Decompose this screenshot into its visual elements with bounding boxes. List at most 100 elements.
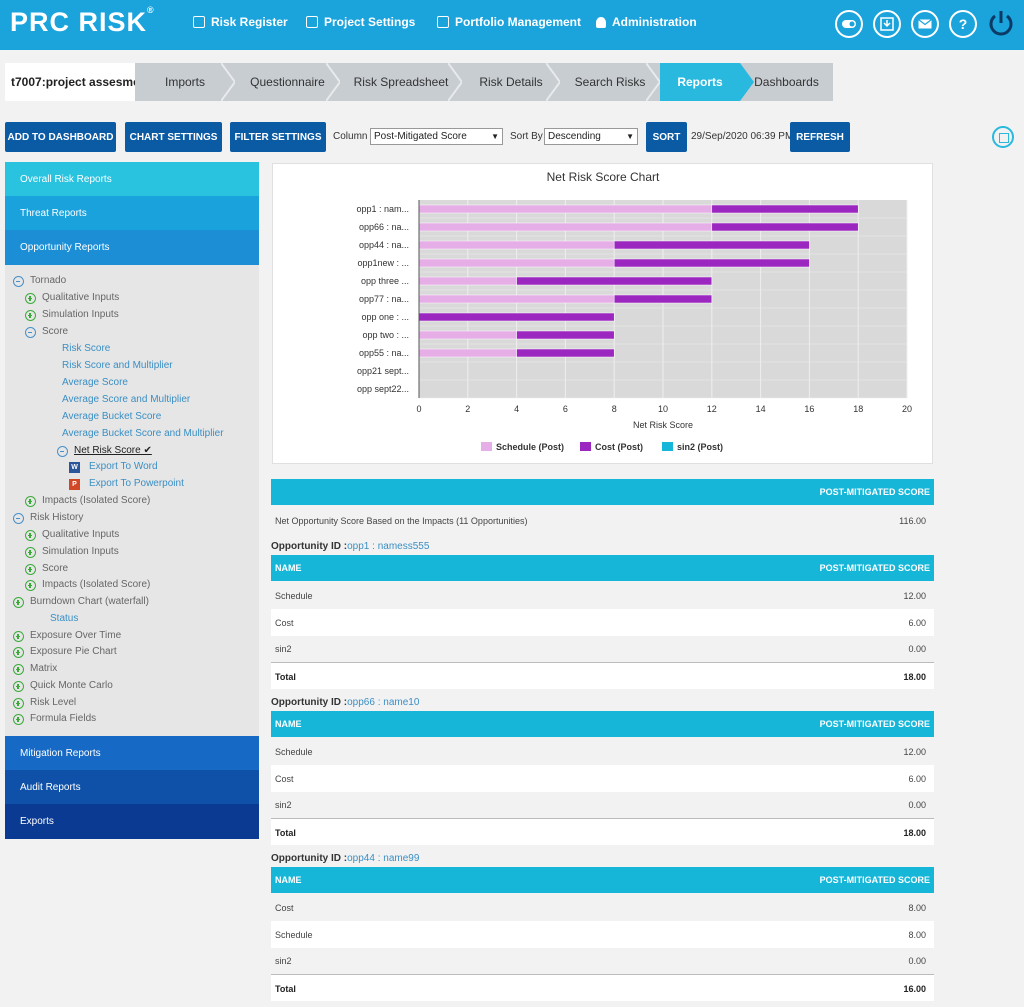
- tree-item[interactable]: Export To Word: [89, 461, 158, 472]
- expand-icon[interactable]: [25, 580, 36, 591]
- tree-item[interactable]: Impacts (Isolated Score): [42, 579, 151, 590]
- collapse-icon[interactable]: [13, 513, 24, 524]
- tree-item[interactable]: Average Bucket Score and Multiplier: [62, 428, 224, 439]
- collapse-icon[interactable]: [25, 327, 36, 338]
- tree-item[interactable]: Simulation Inputs: [42, 546, 119, 557]
- tree-item[interactable]: Burndown Chart (waterfall): [30, 596, 149, 607]
- bar-segment: [418, 294, 615, 304]
- help-icon[interactable]: ?: [949, 10, 977, 38]
- sortby-select[interactable]: Descending ▼: [544, 128, 638, 145]
- tree-item[interactable]: Qualitative Inputs: [42, 529, 120, 540]
- tree-item[interactable]: Qualitative Inputs: [42, 292, 120, 303]
- tree-item[interactable]: Export To Powerpoint: [89, 478, 184, 489]
- expand-icon[interactable]: [13, 681, 24, 692]
- tree-item[interactable]: Impacts (Isolated Score): [42, 495, 151, 506]
- nav-portfolio-management[interactable]: Portfolio Management: [437, 15, 581, 29]
- tree-item[interactable]: Risk Score: [62, 343, 111, 354]
- nav-administration[interactable]: Administration: [596, 15, 697, 29]
- expand-icon[interactable]: [25, 496, 36, 507]
- tree-item[interactable]: Risk History: [30, 512, 84, 523]
- expand-icon[interactable]: [25, 310, 36, 321]
- tree-item[interactable]: Average Score and Multiplier: [62, 394, 191, 405]
- table-row: Cost 6.00: [271, 608, 934, 636]
- mail-icon[interactable]: [911, 10, 939, 38]
- folder-icon: [437, 16, 449, 28]
- tree-item[interactable]: Tornado: [30, 275, 67, 286]
- expand-icon[interactable]: [25, 530, 36, 541]
- expand-icon[interactable]: [13, 647, 24, 658]
- collapse-icon[interactable]: [57, 446, 68, 457]
- column-select[interactable]: Post-Mitigated Score ▼: [370, 128, 503, 145]
- total-row: Total 18.00: [271, 817, 934, 845]
- section-threat-reports[interactable]: Threat Reports: [5, 196, 259, 231]
- add-to-dashboard-button[interactable]: ADD TO DASHBOARD: [5, 122, 116, 152]
- chart-settings-button[interactable]: CHART SETTINGS: [125, 122, 222, 152]
- tree-item[interactable]: Exposure Over Time: [30, 630, 122, 641]
- tree-item[interactable]: Exposure Pie Chart: [30, 646, 117, 657]
- tree-item[interactable]: Net Risk Score ✔: [74, 445, 152, 456]
- opportunity-id: Opportunity ID :opp1 : namess555: [271, 541, 430, 552]
- tree-item[interactable]: Score: [42, 326, 69, 337]
- sortby-label: Sort By: [510, 131, 543, 142]
- legend-label: Schedule (Post): [496, 442, 564, 452]
- expand-icon[interactable]: [25, 564, 36, 575]
- section-overall-risk-reports[interactable]: Overall Risk Reports: [5, 162, 259, 197]
- filter-settings-button[interactable]: FILTER SETTINGS: [230, 122, 326, 152]
- collapse-icon[interactable]: [13, 276, 24, 287]
- bar-segment: [418, 204, 713, 214]
- section-exports[interactable]: Exports: [5, 804, 259, 839]
- tree-item[interactable]: Average Bucket Score: [62, 411, 162, 422]
- x-tick-label: 2: [465, 404, 470, 414]
- toggle-icon[interactable]: [835, 10, 863, 38]
- tab-risk-details[interactable]: Risk Details: [479, 75, 543, 89]
- sort-button[interactable]: SORT: [646, 122, 687, 152]
- tree-item[interactable]: Quick Monte Carlo: [30, 680, 113, 691]
- download-icon[interactable]: [873, 10, 901, 38]
- column-label: Column: [333, 131, 368, 142]
- tab-reports[interactable]: Reports: [660, 63, 740, 101]
- tree-item[interactable]: Average Score: [62, 377, 128, 388]
- bar-segment: [516, 276, 713, 286]
- tree-item[interactable]: Score: [42, 563, 69, 574]
- chevron-right-icon: [546, 63, 560, 101]
- expand-icon[interactable]: [25, 293, 36, 304]
- tab-search-risks[interactable]: Search Risks: [574, 75, 646, 89]
- word-icon: W: [69, 462, 80, 473]
- tab-risk-spreadsheet[interactable]: Risk Spreadsheet: [353, 75, 449, 89]
- bar-segment: [418, 222, 713, 232]
- logo[interactable]: PRC RISK®: [10, 5, 155, 37]
- legend-label: sin2 (Post): [677, 442, 723, 452]
- section-mitigation-reports[interactable]: Mitigation Reports: [5, 736, 259, 771]
- expand-icon[interactable]: [13, 664, 24, 675]
- x-tick-label: 0: [416, 404, 421, 414]
- tree-item[interactable]: Risk Level: [30, 697, 77, 708]
- tree-item[interactable]: Matrix: [30, 663, 58, 674]
- expand-icon[interactable]: [13, 597, 24, 608]
- expand-icon[interactable]: [13, 698, 24, 709]
- section-audit-reports[interactable]: Audit Reports: [5, 770, 259, 805]
- save-icon[interactable]: [992, 126, 1014, 148]
- table-row: Schedule 8.00: [271, 920, 934, 948]
- section-opportunity-reports[interactable]: Opportunity Reports: [5, 230, 259, 265]
- tab-questionnaire[interactable]: Questionnaire: [250, 75, 325, 89]
- expand-icon[interactable]: [13, 714, 24, 725]
- opportunity-id: Opportunity ID :opp44 : name99: [271, 853, 420, 864]
- x-tick-label: 12: [707, 404, 717, 414]
- y-tick-label: opp66 : na...: [359, 222, 409, 232]
- tree-item[interactable]: Risk Score and Multiplier: [62, 360, 173, 371]
- expand-icon[interactable]: [25, 547, 36, 558]
- summary-row: Net Opportunity Score Based on the Impac…: [275, 516, 926, 526]
- refresh-button[interactable]: REFRESH: [790, 122, 850, 152]
- tree-item[interactable]: Status: [50, 613, 79, 624]
- top-bar: PRC RISK® Risk Register Project Settings…: [0, 0, 1024, 50]
- nav-project-settings[interactable]: Project Settings: [306, 15, 415, 29]
- tab-dashboards[interactable]: Dashboards: [754, 75, 819, 89]
- table-row: Schedule 12.00: [275, 747, 926, 757]
- expand-icon[interactable]: [13, 631, 24, 642]
- tab-imports[interactable]: Imports: [164, 75, 205, 89]
- tree-item[interactable]: Simulation Inputs: [42, 309, 119, 320]
- power-icon[interactable]: [986, 8, 1016, 38]
- table-header: NAME POST-MITIGATED SCORE: [271, 711, 934, 737]
- nav-risk-register[interactable]: Risk Register: [193, 15, 288, 29]
- tree-item[interactable]: Formula Fields: [30, 713, 97, 724]
